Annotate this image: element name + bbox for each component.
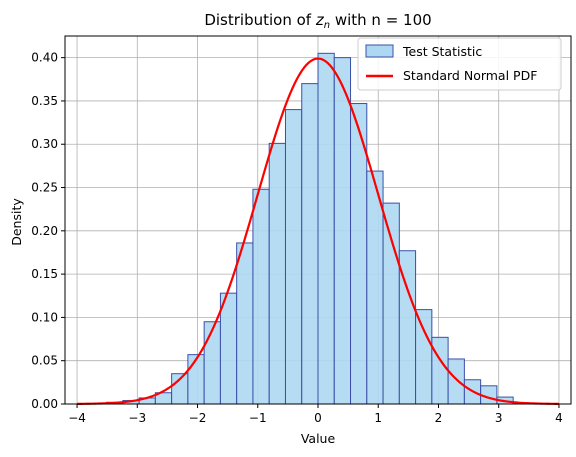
y-tick-label: 0.05 <box>31 354 58 368</box>
y-tick-label: 0.30 <box>31 137 58 151</box>
histogram-bars <box>106 52 514 405</box>
y-tick-label: 0.40 <box>31 51 58 65</box>
histogram-bar <box>431 336 449 405</box>
histogram-bar <box>447 358 465 405</box>
x-tick-label: 0 <box>314 411 322 425</box>
y-tick-label: 0.15 <box>31 267 58 281</box>
histogram-bar <box>301 83 319 405</box>
histogram-bar <box>333 57 352 405</box>
histogram-bar <box>187 354 205 405</box>
x-tick-label: 4 <box>555 411 563 425</box>
histogram-bar <box>252 188 270 405</box>
y-tick-label: 0.20 <box>31 224 58 238</box>
histogram-bar <box>219 292 238 405</box>
y-tick-label: 0.25 <box>31 181 58 195</box>
legend-label-standard-normal-pdf: Standard Normal PDF <box>403 68 537 83</box>
histogram-bar <box>268 142 286 405</box>
x-tick-label: −1 <box>249 411 267 425</box>
x-tick-label: −3 <box>128 411 146 425</box>
pdf-curve <box>77 57 559 405</box>
histogram-bar <box>236 242 254 405</box>
legend-label-test-statistic: Test Statistic <box>402 44 482 59</box>
histogram-bar <box>284 109 303 405</box>
histogram-bar <box>382 202 400 405</box>
x-tick-label: −2 <box>189 411 207 425</box>
y-tick-label: 0.00 <box>31 397 58 411</box>
y-axis-ticks: 0.00 0.05 0.10 0.15 0.20 0.25 0.30 0.35 0.40 <box>31 51 65 411</box>
x-axis-label: Value <box>301 431 336 446</box>
legend-box <box>357 37 562 91</box>
x-tick-label: 2 <box>435 411 443 425</box>
x-tick-label: 3 <box>495 411 503 425</box>
legend-swatch-test-statistic <box>365 44 394 58</box>
x-axis-ticks: −4 −3 −2 −1 0 1 2 3 4 <box>68 404 563 425</box>
legend: Test Statistic Standard Normal PDF <box>357 37 562 91</box>
standard-normal-pdf-line <box>77 57 559 405</box>
y-axis-label: Density <box>9 198 24 246</box>
y-tick-label: 0.10 <box>31 310 58 324</box>
chart-title: Distribution of zn with n = 100 <box>204 11 431 31</box>
histogram-bar <box>203 321 221 405</box>
histogram-bar <box>317 52 335 405</box>
y-tick-label: 0.35 <box>31 94 58 108</box>
x-tick-label: 1 <box>374 411 382 425</box>
x-tick-label: −4 <box>68 411 86 425</box>
histogram-bar <box>415 309 433 405</box>
